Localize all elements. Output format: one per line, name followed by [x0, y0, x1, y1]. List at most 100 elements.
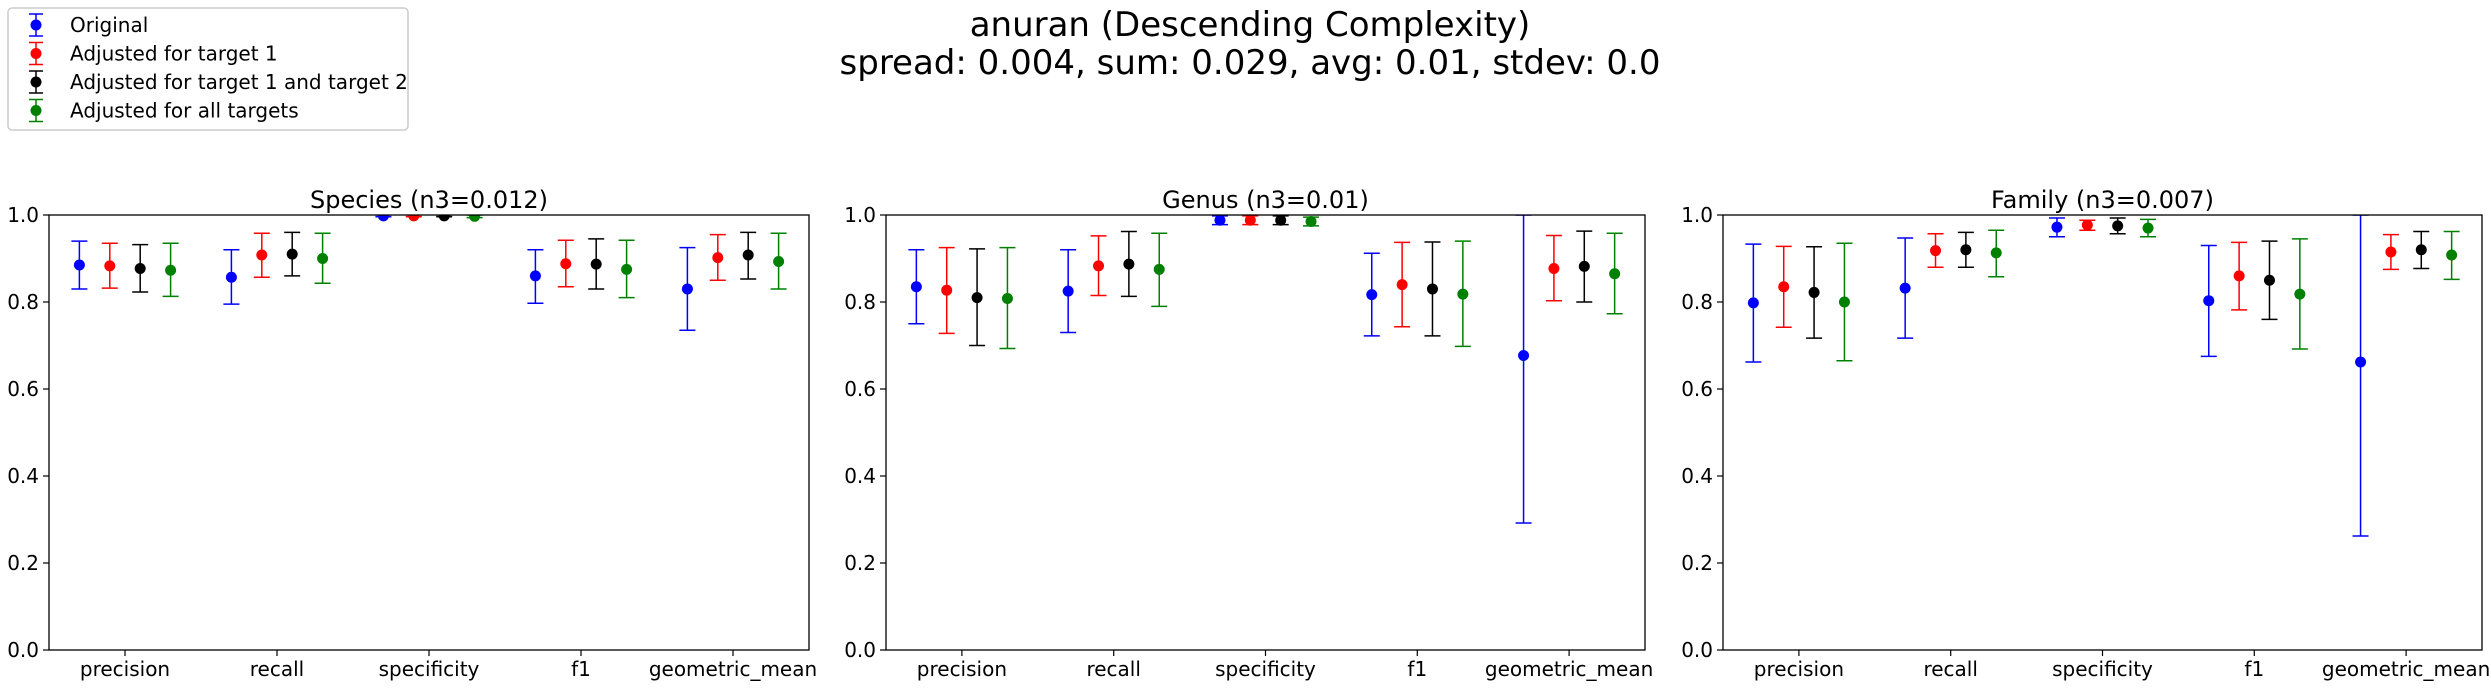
series	[908, 215, 1532, 524]
panel-3: Family (n3=0.007) 0.0 0.2 0.4 0.6 0.8 1.0 preci…	[1681, 186, 2490, 681]
legend-marker	[29, 13, 43, 37]
legend-label: Adjusted for target 1	[70, 42, 278, 66]
data-point	[1899, 282, 1911, 294]
data-point	[1548, 263, 1560, 275]
plot-area	[1745, 215, 2460, 537]
data-point	[1366, 289, 1378, 301]
series	[1836, 218, 2460, 362]
y-tick-label: 0.4	[1681, 464, 1713, 488]
data-point	[1123, 258, 1135, 270]
axes-frame	[885, 214, 1646, 651]
data-point	[1930, 245, 1942, 257]
x-tick-label: specificity	[1215, 657, 1316, 681]
data-point	[2355, 356, 2367, 368]
data-point	[1275, 215, 1287, 226]
data-point	[408, 215, 420, 222]
data-point	[773, 256, 785, 268]
data-point	[2446, 249, 2458, 261]
x-tick-label: recall	[250, 657, 304, 681]
panels: Species (n3=0.012) 0.0 0.2 0.4 0.6 0.8 1.0 prec…	[7, 186, 2490, 681]
series	[132, 215, 757, 293]
series	[999, 216, 1623, 350]
x-tick-label: recall	[1086, 657, 1140, 681]
x-tick-label: specificity	[2052, 657, 2153, 681]
x-tick-label: precision	[80, 657, 170, 681]
series	[162, 215, 787, 299]
data-point	[712, 252, 724, 264]
data-point	[1093, 260, 1105, 272]
x-tick-label: precision	[1754, 657, 1844, 681]
series	[1806, 217, 2430, 339]
data-point	[165, 264, 177, 276]
data-point	[681, 283, 693, 295]
y-tick-label: 0.0	[844, 638, 876, 662]
data-point	[2415, 244, 2427, 256]
data-point	[941, 284, 953, 296]
data-point	[529, 270, 541, 282]
panel-1: Species (n3=0.012) 0.0 0.2 0.4 0.6 0.8 1.0 prec…	[7, 186, 817, 681]
data-point	[2142, 222, 2154, 234]
legend-label: Original	[70, 13, 148, 37]
legend-marker	[29, 98, 43, 123]
data-point	[225, 271, 237, 283]
plot-area	[71, 215, 787, 332]
y-tick-label: 0.2	[844, 551, 876, 575]
y-tick-label: 0.6	[844, 377, 876, 401]
data-point	[438, 215, 450, 222]
data-point	[1990, 247, 2002, 259]
y-tick-label: 0.6	[7, 377, 39, 401]
y-tick-label: 0.2	[7, 551, 39, 575]
x-tick-label: geometric_mean	[1485, 657, 1653, 681]
x-tick-label: geometric_mean	[649, 657, 817, 681]
data-point	[910, 281, 922, 293]
y-tick-label: 0.8	[844, 290, 876, 314]
x-tick-label: geometric_mean	[2322, 657, 2490, 681]
data-point	[317, 253, 329, 264]
x-tick-label: f1	[571, 657, 591, 681]
y-tick-label: 0.0	[7, 638, 39, 662]
legend-entry: Adjusted for all targets	[29, 99, 299, 123]
data-point	[1778, 281, 1790, 293]
error-bar	[2352, 215, 2369, 537]
panel-title: Genus (n3=0.01)	[1162, 186, 1369, 214]
x-tick-label: f1	[2244, 657, 2264, 681]
x-tick-label: f1	[1407, 657, 1427, 681]
data-point	[1305, 216, 1317, 228]
series	[1775, 219, 2399, 328]
legend: Original Adjusted for target 1 Adjusted fo…	[7, 7, 409, 131]
data-point	[1153, 263, 1165, 275]
legend-entry: Adjusted for target 1 and target 2	[29, 70, 408, 94]
data-point	[2051, 221, 2063, 233]
data-point	[1062, 285, 1074, 297]
data-point	[2263, 274, 2275, 286]
y-tick-label: 1.0	[7, 203, 39, 227]
x-tick-label: specificity	[379, 657, 480, 681]
data-point	[1960, 244, 1972, 256]
data-point	[104, 260, 116, 272]
y-tick-label: 1.0	[1681, 203, 1713, 227]
data-point	[621, 263, 633, 275]
y-tick-label: 0.0	[1681, 638, 1713, 662]
axes-frame	[1722, 214, 2483, 651]
panel-title: Family (n3=0.007)	[1991, 186, 2214, 214]
data-point	[256, 249, 268, 261]
data-point	[560, 258, 572, 270]
data-point	[1609, 268, 1621, 280]
y-tick-label: 0.8	[1681, 290, 1713, 314]
panel-title: Species (n3=0.012)	[310, 186, 548, 214]
y-tick-label: 0.6	[1681, 377, 1713, 401]
data-point	[2233, 270, 2245, 282]
y-tick-label: 0.4	[7, 464, 39, 488]
data-point	[1426, 283, 1438, 295]
data-point	[1518, 350, 1530, 362]
series	[1745, 215, 2369, 537]
data-point	[971, 292, 983, 304]
data-point	[590, 258, 602, 270]
data-point	[469, 215, 481, 222]
y-tick-label: 1.0	[844, 203, 876, 227]
series	[938, 215, 1562, 335]
data-point	[742, 249, 754, 261]
data-point	[1808, 286, 1820, 298]
legend-label: Adjusted for target 1 and target 2	[70, 70, 408, 94]
